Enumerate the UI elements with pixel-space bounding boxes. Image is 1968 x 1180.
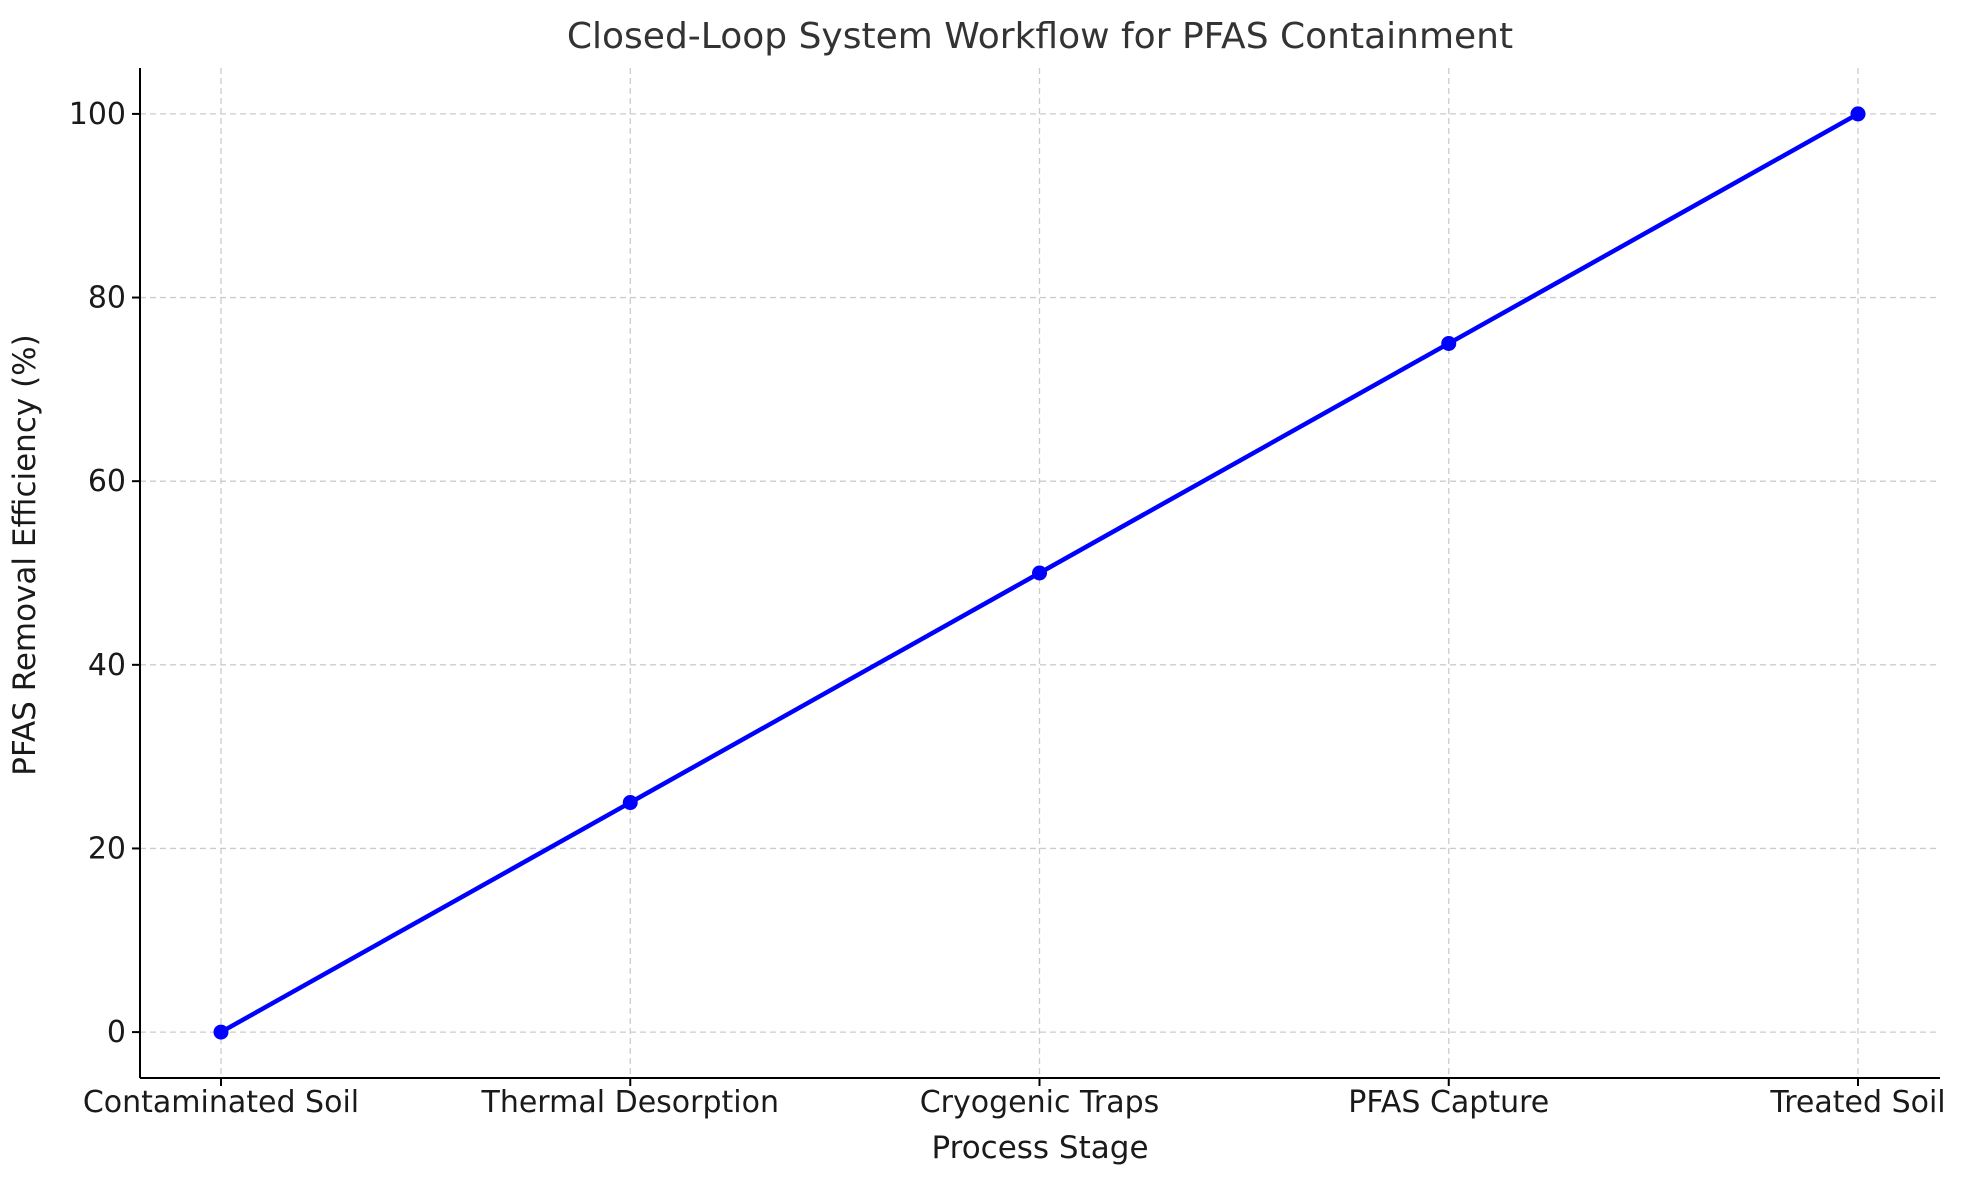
x-tick-label: Treated Soil [1769,1085,1945,1120]
y-tick-label: 60 [88,464,126,499]
y-tick-label: 0 [107,1015,126,1050]
x-tick-label: Thermal Desorption [481,1085,779,1120]
grid-lines [140,68,1940,1078]
data-point [213,1024,229,1040]
y-tick-label: 80 [88,281,126,316]
x-tick-label: Contaminated Soil [83,1085,359,1120]
data-point [1032,565,1047,581]
axes [132,68,1940,1086]
y-tick-label: 20 [88,831,126,866]
y-tick-label: 40 [88,648,126,683]
y-tick-label: 100 [69,97,126,132]
tick-labels: 0 20 40 60 80 100 Contaminated Soil Thermal Des… [69,97,1946,1120]
x-axis-label: Process Stage [931,1130,1148,1166]
data-point [622,795,638,811]
x-tick-label: Cryogenic Traps [920,1085,1160,1120]
y-axis-label: PFAS Removal Efficiency (%) [7,334,43,775]
chart-title: Closed-Loop System Workflow for PFAS Con… [567,16,1513,57]
series-layer [213,106,1866,1040]
data-point [1850,106,1866,122]
data-point [1441,335,1457,351]
x-tick-label: PFAS Capture [1348,1085,1549,1120]
